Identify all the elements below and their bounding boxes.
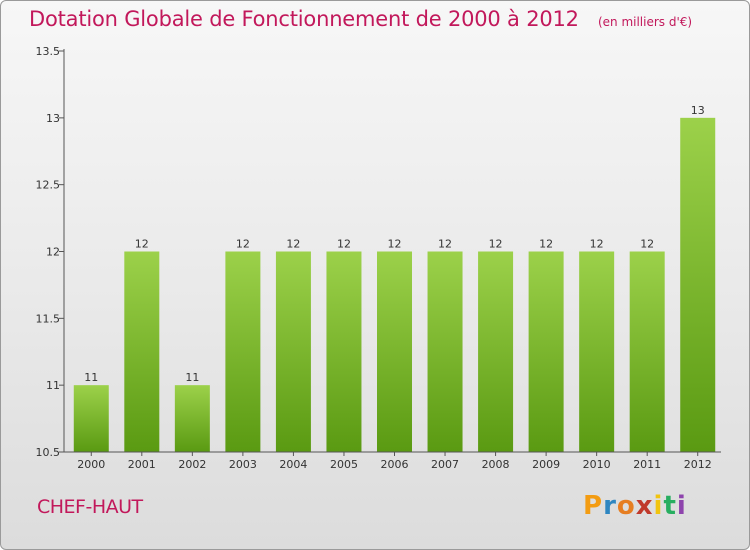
value-label-2012: 13 (691, 104, 705, 117)
bar-2012 (680, 117, 716, 452)
logo-letter: P (583, 491, 604, 521)
value-label-2003: 12 (236, 238, 250, 251)
value-label-2002: 11 (185, 371, 199, 384)
value-label-2008: 12 (489, 238, 503, 251)
x-tick-label-2001: 2001 (128, 458, 156, 471)
x-tick-label-2006: 2006 (381, 458, 409, 471)
value-label-2000: 11 (84, 371, 98, 384)
commune-name: CHEF-HAUT (37, 496, 143, 518)
x-tick-label-2000: 2000 (77, 458, 105, 471)
logo-letter: o (616, 491, 636, 521)
bar-2011 (629, 251, 665, 452)
logo-letter: x (635, 491, 654, 521)
bar-2003 (225, 251, 261, 452)
y-tick-label-10.5: 10.5 (36, 446, 61, 459)
x-tick-label-2003: 2003 (229, 458, 257, 471)
logo-letter: i (676, 491, 687, 521)
value-label-2004: 12 (286, 238, 300, 251)
y-tick-label-13: 13 (46, 112, 60, 125)
x-tick-label-2012: 2012 (684, 458, 712, 471)
bar-2002 (174, 385, 210, 452)
bars-group (73, 117, 716, 452)
logo-letter: r (603, 491, 617, 521)
y-tick-label-12: 12 (46, 246, 60, 259)
bar-2006 (377, 251, 412, 452)
logo-letter: i (653, 491, 664, 521)
y-tick-label-11: 11 (46, 379, 60, 392)
value-label-2007: 12 (438, 238, 452, 251)
x-tick-label-2005: 2005 (330, 458, 358, 471)
x-ticks-group: 2000 2001 2002 2003 2004 2005 2006 2007 2008 2009… (77, 452, 712, 471)
bar-2000 (73, 385, 109, 452)
chart-subtitle: (en milliers d'€) (597, 15, 693, 29)
chart-title: Dotation Globale de Fonctionnement de 20… (29, 7, 579, 31)
x-tick-label-2008: 2008 (482, 458, 510, 471)
bar-2007 (427, 251, 463, 452)
title-row: Dotation Globale de Fonctionnement de 20… (29, 7, 692, 31)
x-tick-label-2004: 2004 (279, 458, 307, 471)
bar-2008 (478, 251, 514, 452)
x-tick-label-2009: 2009 (532, 458, 560, 471)
x-tick-label-2007: 2007 (431, 458, 459, 471)
value-label-2001: 12 (135, 238, 149, 251)
bar-2004 (275, 251, 311, 452)
value-label-2005: 12 (337, 238, 351, 251)
x-tick-label-2011: 2011 (633, 458, 661, 471)
y-tick-label-12.5: 12.5 (36, 179, 61, 192)
value-label-2009: 12 (539, 238, 553, 251)
bar-2005 (326, 251, 362, 452)
bar-2010 (579, 251, 615, 452)
value-labels-group: 11 12 11 12 12 12 12 12 12 12 12 12 13 (84, 104, 704, 384)
value-label-2010: 12 (590, 238, 604, 251)
y-ticks-group: 10.5 11 11.5 12 12.5 13 13.5 (36, 45, 64, 459)
x-tick-label-2010: 2010 (583, 458, 611, 471)
y-tick-label-13.5: 13.5 (36, 45, 61, 58)
bar-2009 (528, 251, 564, 452)
y-tick-label-11.5: 11.5 (36, 312, 61, 325)
value-label-2011: 12 (640, 238, 654, 251)
x-tick-label-2002: 2002 (178, 458, 206, 471)
logo-letter: t (663, 491, 677, 521)
bar-2001 (124, 251, 160, 452)
value-label-2006: 12 (388, 238, 402, 251)
proxiti-logo[interactable]: Proxiti (583, 491, 687, 521)
